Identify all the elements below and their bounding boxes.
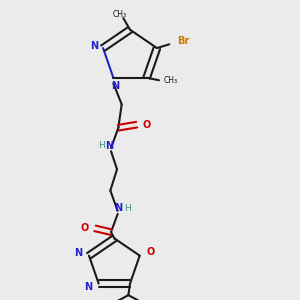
Text: N: N <box>105 141 113 151</box>
Text: H: H <box>124 204 131 213</box>
Text: Br: Br <box>178 36 190 46</box>
Text: N: N <box>111 81 119 91</box>
Text: O: O <box>146 247 154 257</box>
Text: N: N <box>84 282 92 292</box>
Text: N: N <box>114 203 122 213</box>
Text: N: N <box>74 248 83 258</box>
Text: N: N <box>90 41 98 52</box>
Text: H: H <box>98 141 104 150</box>
Text: CH₃: CH₃ <box>113 10 127 19</box>
Text: CH₃: CH₃ <box>164 76 178 85</box>
Text: O: O <box>80 224 88 233</box>
Text: O: O <box>142 120 151 130</box>
